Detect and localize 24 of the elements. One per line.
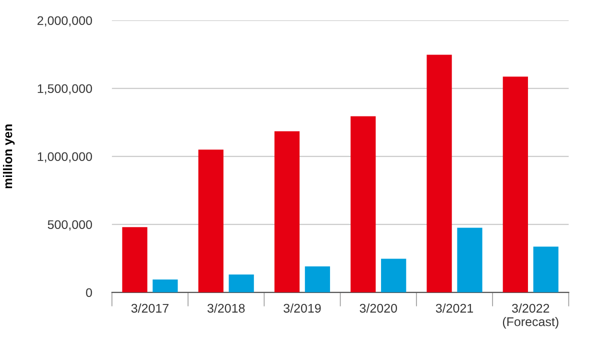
bar xyxy=(533,246,558,292)
y-tick-label: 1,500,000 xyxy=(38,84,92,95)
bar xyxy=(152,279,178,292)
y-tick-label: 1,000,000 xyxy=(38,152,92,163)
bar xyxy=(274,131,300,292)
y-tick-label: 500,000 xyxy=(48,220,92,231)
y-tick-label: 2,000,000 xyxy=(38,16,92,27)
bar xyxy=(350,116,376,292)
bar xyxy=(457,228,482,292)
x-tick-label: 3/2021 xyxy=(436,304,474,313)
bar xyxy=(228,274,254,292)
bar xyxy=(426,54,452,292)
x-tick-label: 3/2020 xyxy=(360,304,398,313)
x-tick-label: 3/2017 xyxy=(131,304,168,313)
bar xyxy=(304,266,330,292)
y-axis-title: million yen xyxy=(3,124,15,188)
bar xyxy=(381,258,406,292)
y-tick-label: 0 xyxy=(86,288,92,298)
x-tick-label: 3/2022 (Forecast) xyxy=(502,304,558,329)
x-tick-label: 3/2018 xyxy=(207,304,245,313)
bar xyxy=(198,150,224,292)
bar xyxy=(122,227,148,292)
bar xyxy=(502,76,528,292)
x-tick-label: 3/2019 xyxy=(284,304,321,313)
